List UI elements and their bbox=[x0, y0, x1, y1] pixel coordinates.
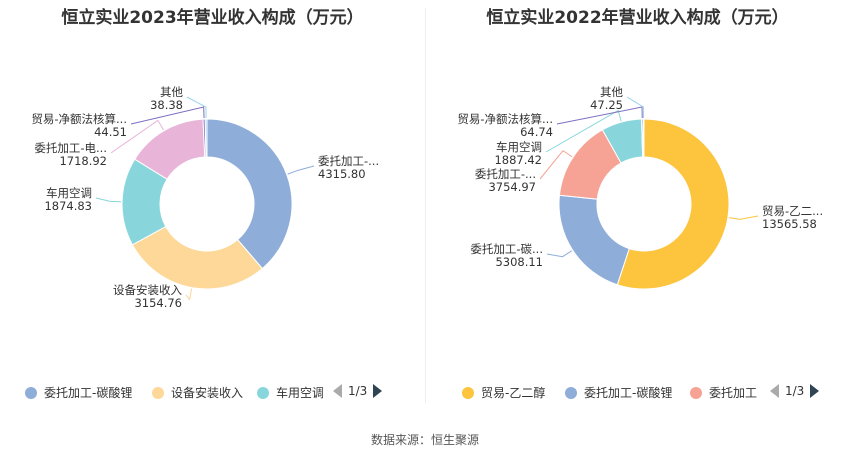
panel-divider bbox=[425, 8, 426, 403]
slice-value-1-3: 1887.42 bbox=[494, 153, 542, 167]
slice-value-1-2: 3754.97 bbox=[488, 180, 536, 194]
slice-0-1[interactable] bbox=[131, 225, 264, 290]
legend-dot-icon bbox=[690, 386, 702, 399]
legend-dot-icon bbox=[565, 386, 577, 399]
legend-item-2023-1[interactable]: 设备安装收入 bbox=[152, 384, 243, 401]
legend-label: 贸易-乙二醇 bbox=[481, 386, 546, 400]
slice-label-1-0: 贸易-乙二... bbox=[762, 204, 823, 218]
legend-2023: 委托加工-碳酸锂 设备安装收入 车用空调 1/3 bbox=[0, 384, 425, 404]
legend-item-2022-2[interactable]: 委托加工 bbox=[690, 384, 762, 401]
slice-value-0-3: 1718.92 bbox=[59, 154, 107, 168]
slice-value-1-5: 47.25 bbox=[590, 98, 623, 112]
donut-2022: 贸易-乙二...13565.58 委托加工-碳...5308.11 委托加工-...… bbox=[457, 85, 823, 290]
slice-value-0-0: 4315.80 bbox=[318, 167, 366, 181]
leader-line-1-1 bbox=[546, 250, 573, 258]
legend-item-2023-0[interactable]: 委托加工-碳酸锂 bbox=[25, 384, 132, 401]
slice-label-0-3: 委托加工-电... bbox=[34, 141, 107, 155]
slice-value-1-4: 64.74 bbox=[520, 125, 553, 139]
slice-value-0-1: 3154.76 bbox=[134, 296, 182, 310]
legend-label: 车用空调 bbox=[276, 386, 323, 400]
legend-item-2022-1[interactable]: 委托加工-碳酸锂 bbox=[565, 384, 672, 401]
legend-2022: 贸易-乙二醇 委托加工-碳酸锂 委托加工 1/3 bbox=[425, 384, 850, 404]
legend-label: 设备安装收入 bbox=[171, 386, 244, 400]
leader-line-0-5 bbox=[186, 96, 207, 119]
slice-value-1-1: 5308.11 bbox=[495, 255, 543, 269]
legend-pager-2022: 1/3 bbox=[770, 384, 820, 398]
slice-value-1-0: 13565.58 bbox=[762, 217, 817, 231]
page-indicator: 1/3 bbox=[785, 384, 805, 398]
leader-line-1-2 bbox=[539, 150, 573, 180]
leader-line-0-4 bbox=[130, 106, 205, 125]
slice-label-0-2: 车用空调 bbox=[46, 186, 92, 200]
prev-page-icon[interactable] bbox=[770, 384, 779, 398]
legend-dot-icon bbox=[257, 386, 269, 399]
page-indicator: 1/3 bbox=[348, 384, 368, 398]
chart-2023-panel: 恒立实业2023年营业收入构成（万元） 委托加工-... 4315.80 设备安装收… bbox=[0, 0, 425, 420]
next-page-icon[interactable] bbox=[373, 384, 383, 398]
slice-label-1-1: 委托加工-碳... bbox=[470, 242, 543, 256]
prev-page-icon[interactable] bbox=[333, 384, 342, 398]
leader-line-1-4 bbox=[556, 106, 643, 125]
data-source: 数据来源：恒生聚源 bbox=[370, 433, 479, 447]
legend-item-2022-0[interactable]: 贸易-乙二醇 bbox=[462, 384, 545, 401]
leader-line-0-0 bbox=[287, 165, 315, 175]
leader-line-1-5 bbox=[626, 96, 644, 119]
legend-label: 委托加工-碳酸锂 bbox=[584, 386, 673, 400]
slice-value-0-5: 38.38 bbox=[150, 98, 183, 112]
next-page-icon[interactable] bbox=[810, 384, 820, 398]
legend-dot-icon bbox=[152, 386, 164, 399]
slice-label-0-4: 贸易-净额法核算... bbox=[31, 112, 127, 126]
slice-1-5[interactable] bbox=[642, 118, 645, 158]
slice-label-1-3: 车用空调 bbox=[496, 140, 542, 154]
slice-0-5[interactable] bbox=[204, 118, 208, 158]
legend-dot-icon bbox=[25, 386, 37, 399]
legend-pager-2023: 1/3 bbox=[333, 384, 383, 398]
legend-dot-icon bbox=[462, 386, 474, 399]
legend-label: 委托加工-碳酸锂 bbox=[44, 386, 133, 400]
slice-label-0-5: 其他 bbox=[160, 85, 183, 99]
slice-label-0-1: 设备安装收入 bbox=[113, 283, 182, 297]
slice-0-0[interactable] bbox=[206, 118, 293, 270]
slice-label-1-4: 贸易-净额法核算... bbox=[457, 112, 553, 126]
slice-label-1-5: 其他 bbox=[600, 85, 623, 99]
slice-1-1[interactable] bbox=[558, 194, 630, 286]
chart-2023-title: 恒立实业2023年营业收入构成（万元） bbox=[61, 8, 364, 28]
leader-line-1-0 bbox=[728, 215, 759, 220]
slice-label-0-0: 委托加工-... bbox=[318, 154, 379, 168]
leader-line-0-1 bbox=[185, 288, 193, 301]
slice-value-0-2: 1874.83 bbox=[44, 199, 92, 213]
leader-line-0-3 bbox=[110, 119, 164, 154]
chart-2022-panel: 恒立实业2022年营业收入构成（万元） 贸易-乙二... 13565.58 委托加工… bbox=[425, 0, 850, 420]
legend-item-2023-2[interactable]: 车用空调 bbox=[257, 384, 323, 401]
slice-value-0-4: 44.51 bbox=[94, 125, 127, 139]
slice-1-0[interactable] bbox=[616, 118, 730, 290]
slice-label-1-2: 委托加工-... bbox=[475, 167, 536, 181]
leader-line-0-2 bbox=[95, 197, 122, 203]
leader-line-1-3 bbox=[545, 109, 622, 153]
chart-2022-title: 恒立实业2022年营业收入构成（万元） bbox=[486, 8, 789, 28]
legend-label: 委托加工 bbox=[709, 386, 758, 400]
